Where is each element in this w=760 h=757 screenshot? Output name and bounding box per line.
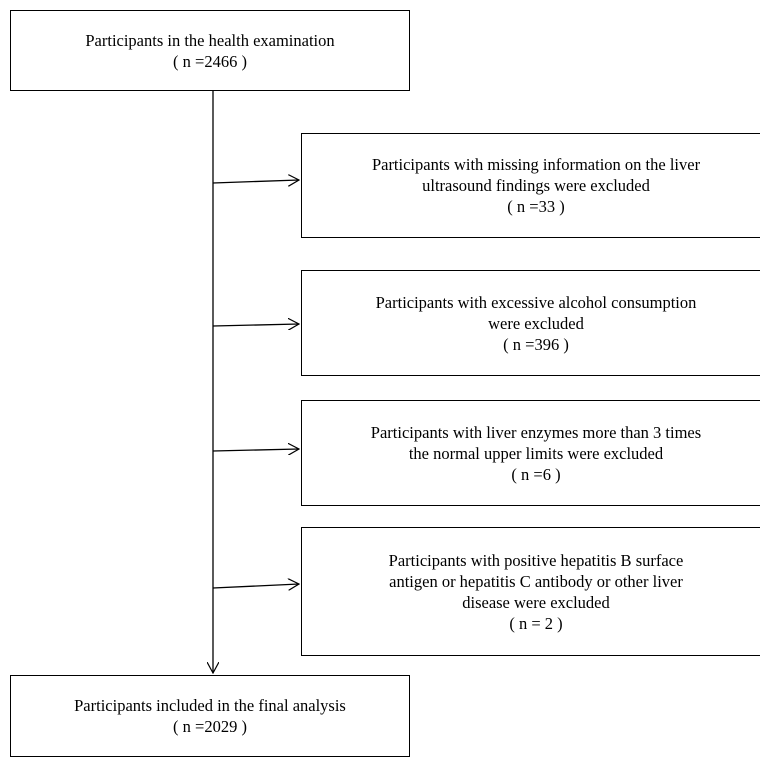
exclusion-3-line-2: the normal upper limits were excluded — [408, 443, 664, 463]
exclusion-box-4: Participants with positive hepatitis B s… — [301, 527, 760, 656]
exclusion-3-line-1: Participants with liver enzymes more tha… — [370, 422, 702, 442]
exclusion-4-line-1: Participants with positive hepatitis B s… — [388, 550, 684, 570]
start-box: Participants in the health examination (… — [10, 10, 410, 91]
exclusion-3-line-3: ( n =6 ) — [511, 464, 561, 484]
exclusion-4-line-2: antigen or hepatitis C antibody or other… — [389, 571, 683, 591]
exclusion-arrow-1 — [212, 180, 299, 183]
exclusion-4-line-4: ( n = 2 ) — [509, 613, 563, 633]
exclusion-box-2: Participants with excessive alcohol cons… — [301, 270, 760, 376]
exclusion-2-line-1: Participants with excessive alcohol cons… — [375, 292, 697, 312]
exclusion-arrow-4 — [212, 584, 299, 588]
exclusion-1-line-3: ( n =33 ) — [507, 197, 565, 216]
exclusion-arrow-3 — [212, 449, 299, 451]
final-box: Participants included in the final analy… — [10, 675, 410, 757]
start-line-2: ( n =2466 ) — [173, 51, 247, 71]
exclusion-2-line-2: were excluded — [488, 313, 584, 333]
exclusion-1-line-1: Participants with missing information on… — [371, 155, 701, 174]
exclusion-box-3: Participants with liver enzymes more tha… — [301, 400, 760, 506]
final-line-2: ( n =2029 ) — [173, 717, 247, 736]
exclusion-1-line-2: ultrasound findings were excluded — [422, 176, 650, 195]
exclusion-arrow-2 — [212, 324, 299, 326]
exclusion-box-1: Participants with missing information on… — [301, 133, 760, 238]
final-line-1: Participants included in the final analy… — [74, 696, 346, 715]
exclusion-4-line-3: disease were excluded — [462, 592, 610, 612]
start-line-1: Participants in the health examination — [85, 30, 335, 50]
exclusion-2-line-3: ( n =396 ) — [503, 334, 569, 354]
